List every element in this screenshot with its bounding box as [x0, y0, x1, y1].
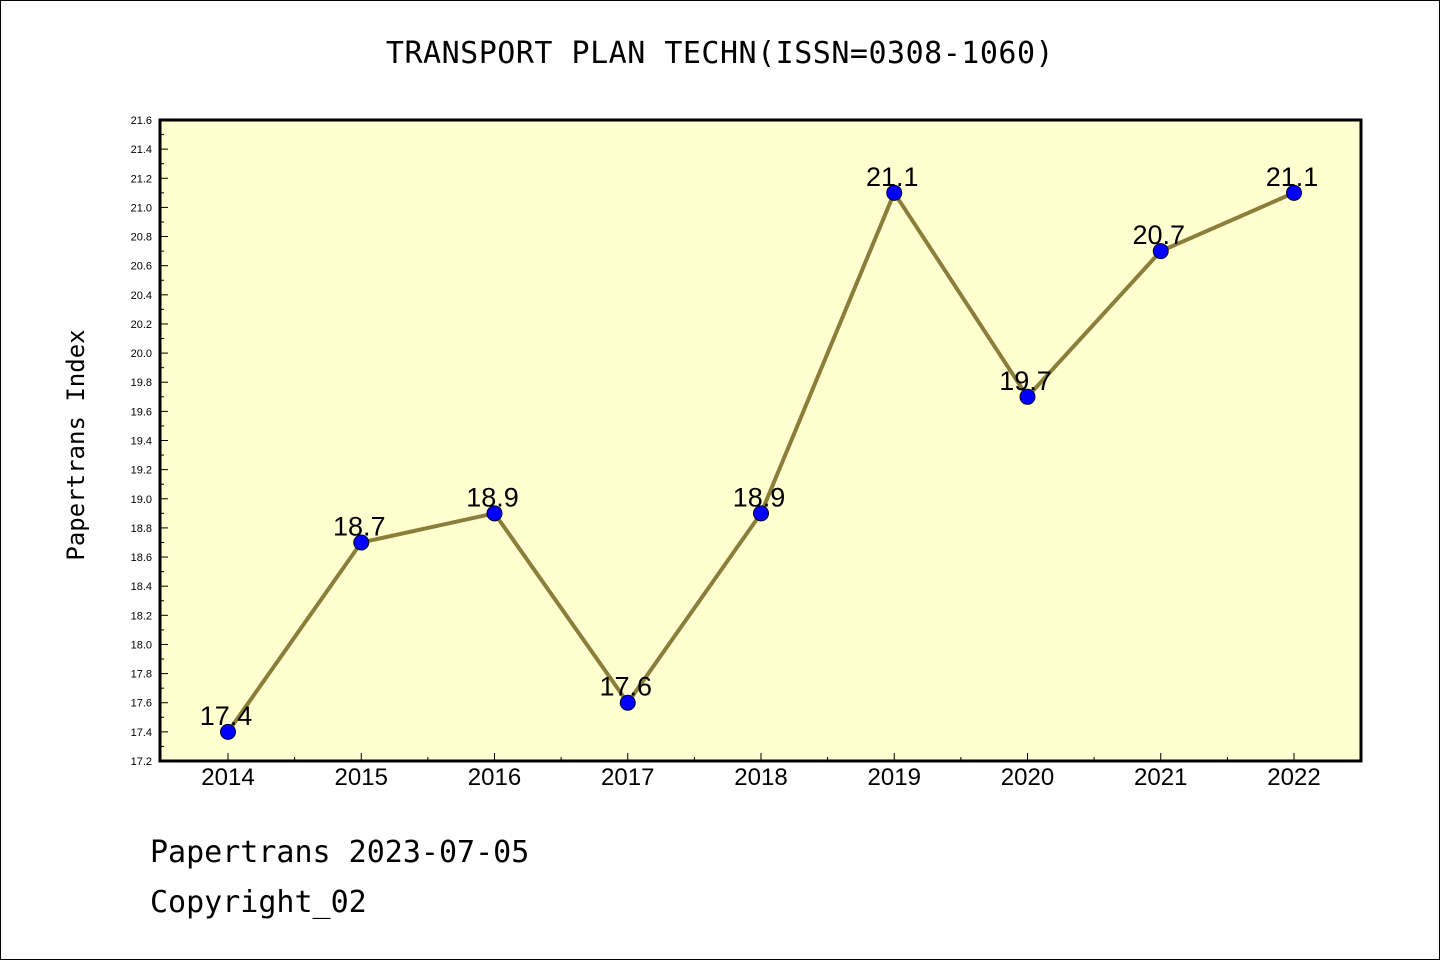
data-point: [220, 723, 236, 740]
y-axis: 17.2 17.4 17.6 17.8 18.0 18.2 18.4 18.6 18.8 19.0…: [131, 115, 168, 768]
data-point: [1286, 184, 1302, 201]
y-tick-label: 18.8: [131, 523, 152, 535]
x-tick-label: 2022: [1267, 764, 1320, 791]
y-tick-label: 18.2: [131, 610, 152, 622]
plot-border: [158, 118, 1363, 763]
data-label: 17.4: [200, 701, 253, 731]
y-tick-label: 20.6: [131, 261, 152, 273]
x-tick-label: 2015: [335, 764, 388, 791]
y-tick-label: 21.0: [131, 202, 152, 214]
y-tick-label: 18.0: [131, 639, 152, 651]
x-tick-label: 2021: [1134, 764, 1187, 791]
y-tick-label: 20.2: [131, 319, 152, 331]
data-point: [486, 505, 503, 522]
y-tick-label: 18.4: [131, 581, 152, 593]
y-tick-label: 17.8: [131, 669, 152, 681]
data-label: 17.6: [599, 672, 652, 702]
x-tick-label: 2018: [734, 764, 787, 791]
data-label: 18.9: [466, 482, 519, 512]
footer-date: Papertrans 2023-07-05: [150, 835, 530, 870]
y-tick-label: 21.4: [131, 144, 152, 156]
x-tick-label: 2020: [1001, 764, 1054, 791]
y-tick-label: 17.6: [131, 698, 152, 710]
y-tick-label: 20.8: [131, 232, 152, 244]
footer-copyright: Copyright_02: [150, 885, 367, 920]
data-label: 18.9: [733, 482, 786, 512]
data-point: [886, 184, 903, 201]
x-tick-label: 2019: [868, 764, 921, 791]
y-tick-label: 21.2: [131, 173, 152, 185]
chart-title: TRANSPORT PLAN TECHN(ISSN=0308-1060): [385, 36, 1055, 71]
y-tick-label: 19.2: [131, 465, 152, 477]
y-tick-label: 19.6: [131, 406, 152, 418]
x-axis: 2014 2015 2016 2017 2018 2019 2020 2021 2022: [201, 753, 1321, 791]
data-point: [619, 694, 636, 711]
data-point: [1019, 388, 1036, 405]
y-tick-label: 20.0: [131, 348, 152, 360]
x-tick-label: 2017: [601, 764, 654, 791]
data-label: 18.7: [333, 511, 386, 541]
data-point: [353, 534, 370, 551]
data-label: 20.7: [1132, 220, 1185, 250]
y-tick-label: 17.2: [131, 756, 152, 768]
y-tick-label: 19.8: [131, 377, 152, 389]
y-tick-label: 17.4: [131, 727, 152, 739]
series-group: [220, 184, 1302, 740]
y-tick-label: 19.0: [131, 494, 152, 506]
y-tick-label: 19.4: [131, 436, 152, 448]
data-point: [753, 505, 769, 522]
data-point: [1152, 243, 1169, 260]
data-label: 19.7: [999, 366, 1052, 396]
y-tick-label: 18.6: [131, 552, 152, 564]
data-label: 21.1: [866, 162, 919, 192]
x-tick-label: 2014: [201, 764, 254, 791]
y-tick-label: 21.6: [131, 115, 152, 127]
y-tick-label: 20.4: [131, 290, 152, 302]
data-labels: 17.4 18.7 18.9 17.6 18.9 21.1 19.7 20.7 21.1: [200, 162, 1319, 731]
x-tick-label: 2016: [468, 764, 521, 791]
data-label: 21.1: [1266, 162, 1319, 192]
plot-area: [160, 120, 1361, 761]
